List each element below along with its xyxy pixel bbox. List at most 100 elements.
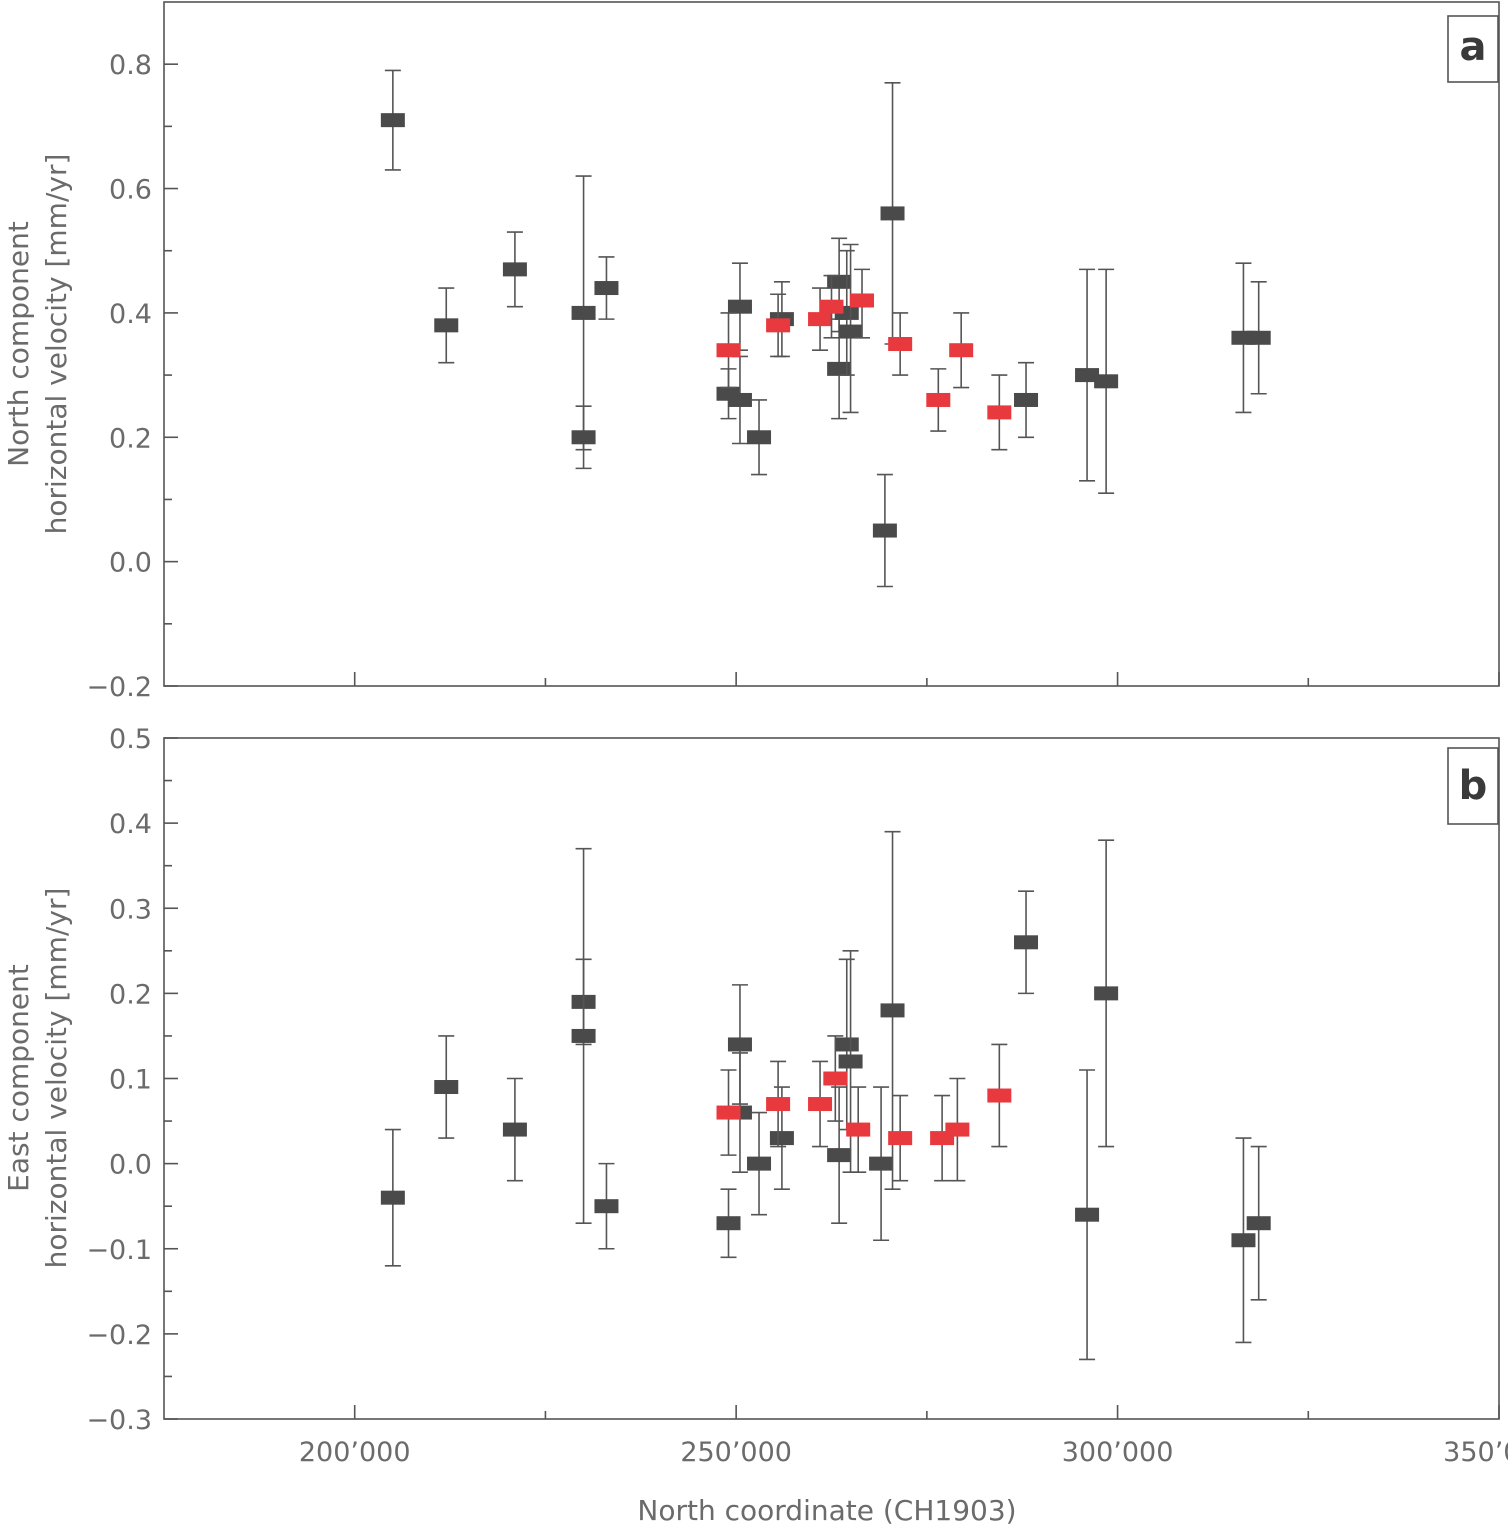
panel-b-label-box: [1447, 747, 1499, 825]
panel-a-grey-point: [434, 287, 459, 364]
panel-a-grey-point: [872, 473, 897, 588]
panel-b-red-point: [846, 1086, 871, 1173]
panel-a-grey-point: [727, 262, 752, 352]
data-marker: [838, 324, 863, 339]
panel-a-red-point: [808, 287, 833, 352]
panel-b-red-point: [987, 1043, 1012, 1148]
panel-a-ytick-label: 0.0: [109, 548, 152, 579]
data-marker: [716, 343, 741, 358]
data-marker: [872, 523, 897, 538]
panel-b-grey-point: [380, 1128, 405, 1267]
panel-a-ylabel-line2: horizontal velocity [mm/yr]: [40, 154, 73, 535]
data-marker: [945, 1122, 970, 1137]
data-marker: [380, 1190, 405, 1205]
panel-b-ytick-label: 0.1: [109, 1065, 152, 1096]
data-marker: [987, 1088, 1012, 1103]
panel-a-ytick-label: 0.4: [109, 299, 152, 330]
data-marker: [880, 1003, 905, 1018]
data-marker: [1094, 986, 1119, 1001]
panel-a-label: a: [1460, 24, 1487, 70]
panel-b-grey-point: [594, 1162, 619, 1250]
data-marker: [747, 430, 772, 445]
x-axis-title: North coordinate (CH1903): [637, 1494, 1016, 1527]
data-marker: [571, 1028, 596, 1043]
data-marker: [838, 1054, 863, 1069]
data-marker: [1246, 330, 1271, 345]
panel-b-grey-point: [502, 1077, 527, 1182]
panel-a-red-point: [949, 312, 974, 389]
panel-b-grey-point: [1075, 1069, 1100, 1361]
panel-b-grey-point: [571, 847, 596, 1225]
panel-b-data-points: [380, 830, 1271, 1361]
data-marker: [1014, 392, 1039, 407]
data-marker: [823, 1071, 848, 1086]
panel-a-grey-point: [571, 405, 596, 470]
panel-a-axes: −0.2 0.0 0.2 0.4 0.6 0.8: [86, 50, 1500, 703]
panel-a-red-point: [819, 274, 844, 339]
panel-b-grey-point: [1246, 1145, 1271, 1301]
panel-a-red-point: [987, 374, 1012, 451]
data-marker: [888, 1131, 913, 1146]
data-marker: [987, 405, 1012, 420]
data-marker: [834, 1037, 859, 1052]
data-marker: [434, 1080, 459, 1095]
data-marker: [1075, 1207, 1100, 1222]
panel-b-ylabel-line1: East component: [2, 964, 35, 1192]
data-marker: [747, 1156, 772, 1171]
panel-a-grey-point: [502, 231, 527, 308]
panel-b-grey-point: [1014, 890, 1039, 995]
panel-b-east-component: −0.3 −0.2 −0.1 0.0 0.1 0.2 0.3 0.4 0.5 200’000 250…: [2, 724, 1508, 1527]
data-marker: [827, 1148, 852, 1163]
data-marker: [1231, 1233, 1256, 1248]
panel-b-grey-point: [434, 1035, 459, 1139]
panel-b-axes: −0.3 −0.2 −0.1 0.0 0.1 0.2 0.3 0.4 0.5 200’000 250…: [86, 724, 1508, 1468]
panel-a-red-point: [850, 268, 875, 339]
panel-a-grey-point: [838, 243, 863, 414]
panel-a-label-box: [1447, 15, 1499, 83]
panel-b-red-point: [888, 1094, 913, 1182]
panel-b-ytick-label: −0.3: [86, 1405, 152, 1436]
data-marker: [594, 1199, 619, 1214]
data-marker: [727, 299, 752, 314]
panel-b-ytick-label: −0.2: [86, 1320, 152, 1351]
panel-b-grey-point: [869, 1086, 894, 1242]
panel-b-ytick-label: 0.2: [109, 979, 152, 1010]
data-marker: [827, 274, 852, 289]
data-marker: [594, 281, 619, 296]
data-marker: [819, 299, 844, 314]
panel-a-grey-point: [380, 69, 405, 171]
data-marker: [880, 206, 905, 221]
data-marker: [1014, 935, 1039, 950]
panel-b-red-point: [945, 1077, 970, 1182]
data-marker: [949, 343, 974, 358]
panel-b-label: b: [1459, 763, 1488, 809]
panel-b-ytick-label: 0.3: [109, 894, 152, 925]
x-tick-label: 300’000: [1062, 1437, 1174, 1468]
panel-a-ytick-label: −0.2: [86, 672, 152, 703]
panel-b-red-point: [930, 1094, 955, 1182]
panel-a-red-point: [926, 368, 951, 432]
panel-b-ytick-label: 0.0: [109, 1150, 152, 1181]
x-tick-label: 200’000: [299, 1437, 411, 1468]
panel-a-ylabel-line1: North component: [2, 221, 35, 467]
panel-b-grey-point: [827, 1086, 852, 1225]
data-marker: [502, 1122, 527, 1137]
data-marker: [846, 1122, 871, 1137]
data-marker: [869, 1156, 894, 1171]
data-marker: [716, 1105, 741, 1120]
data-marker: [1075, 368, 1100, 383]
data-marker: [850, 293, 875, 308]
panel-a-ytick-label: 0.2: [109, 423, 152, 454]
panel-b-ytick-label: −0.1: [86, 1235, 152, 1266]
data-marker: [716, 1216, 741, 1231]
data-marker: [571, 305, 596, 320]
x-tick-label: 350’000: [1443, 1437, 1508, 1468]
panel-a-north-component: −0.2 0.0 0.2 0.4 0.6 0.8 a North component ho…: [2, 1, 1500, 703]
panel-a-grey-point: [594, 256, 619, 320]
data-marker: [926, 392, 951, 407]
x-tick-label: 250’000: [680, 1437, 792, 1468]
data-marker: [727, 392, 752, 407]
panel-a-grey-point: [1094, 268, 1119, 495]
data-marker: [808, 1097, 833, 1112]
